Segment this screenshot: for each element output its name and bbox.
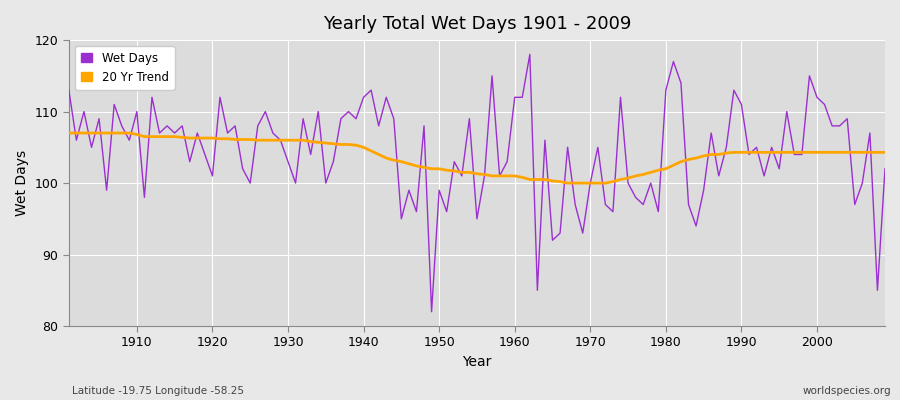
Text: Latitude -19.75 Longitude -58.25: Latitude -19.75 Longitude -58.25 xyxy=(72,386,244,396)
Legend: Wet Days, 20 Yr Trend: Wet Days, 20 Yr Trend xyxy=(75,46,175,90)
Text: worldspecies.org: worldspecies.org xyxy=(803,386,891,396)
Title: Yearly Total Wet Days 1901 - 2009: Yearly Total Wet Days 1901 - 2009 xyxy=(323,15,631,33)
X-axis label: Year: Year xyxy=(463,355,491,369)
Y-axis label: Wet Days: Wet Days xyxy=(15,150,29,216)
